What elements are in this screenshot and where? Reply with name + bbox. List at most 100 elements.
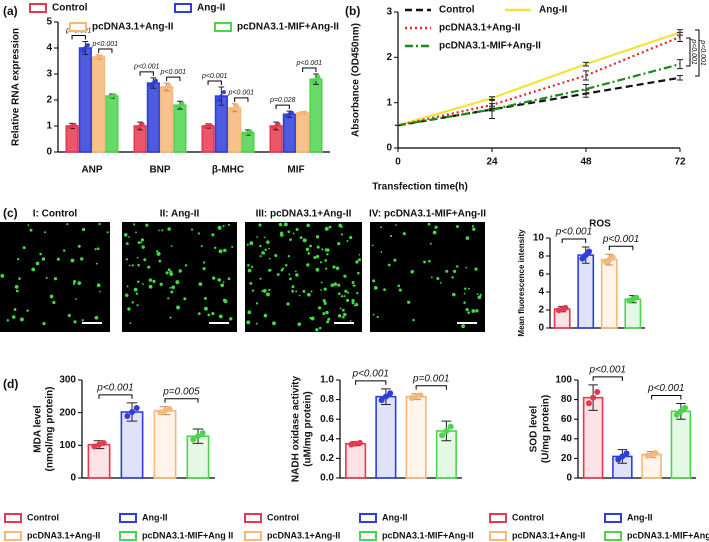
- cell: [17, 258, 20, 261]
- line: [397, 76, 681, 127]
- y-axis-label: (nmol/mg protein): [45, 387, 56, 472]
- cell: [356, 292, 359, 295]
- cell: [410, 270, 414, 274]
- cell: [169, 286, 172, 289]
- cell: [11, 315, 16, 319]
- point: [439, 432, 446, 439]
- cell: [339, 307, 342, 310]
- cell: [207, 313, 211, 317]
- y-axis-label: Absorbance (OD450nm): [351, 23, 362, 137]
- cell: [255, 322, 258, 325]
- bar: [600, 258, 618, 329]
- cell: [175, 280, 180, 285]
- point: [112, 93, 117, 98]
- point: [313, 77, 318, 82]
- point: [167, 83, 172, 88]
- micrograph-label: II: Ang-II: [160, 209, 200, 220]
- bar: [146, 82, 160, 153]
- legend-swatch: [604, 513, 622, 523]
- cell: [247, 263, 250, 267]
- point: [208, 123, 213, 128]
- y-tick-label: 0.6: [320, 414, 334, 425]
- error-bar: [677, 74, 683, 81]
- y-tick-label: 4: [538, 287, 544, 298]
- cell: [19, 317, 24, 322]
- p-value: p<0.001: [589, 365, 626, 376]
- cell: [328, 225, 332, 229]
- legend-swatch: [119, 531, 137, 541]
- legend-swatch: [4, 513, 22, 523]
- panel-label: (a): [3, 4, 18, 18]
- point: [652, 450, 659, 457]
- y-tick-label: 0: [566, 473, 572, 484]
- point: [562, 304, 569, 311]
- bracket: [98, 394, 133, 399]
- cell: [191, 228, 194, 231]
- y-tick-label: 2: [538, 305, 544, 316]
- cell: [315, 328, 319, 332]
- cell: [220, 283, 224, 288]
- cell: [156, 251, 161, 256]
- cell: [337, 314, 342, 318]
- legend-label: Control: [27, 512, 59, 522]
- y-tick-label: 60: [561, 414, 573, 425]
- error-bar: [489, 107, 495, 112]
- cell: [268, 288, 271, 292]
- cell: [295, 270, 297, 273]
- cell: [341, 308, 345, 312]
- bar: [87, 443, 111, 479]
- cell: [231, 245, 234, 248]
- bar: [120, 411, 144, 479]
- bar: [78, 47, 92, 153]
- cell: [322, 299, 326, 303]
- legend-label: pcDNA3.1-MIF+Ang: [627, 530, 709, 540]
- cell: [389, 234, 393, 238]
- y-tick-label: 3: [46, 69, 52, 80]
- cell: [270, 269, 272, 271]
- cell: [343, 274, 347, 278]
- cell: [464, 287, 467, 291]
- micrograph: [0, 222, 110, 332]
- cell: [323, 287, 327, 291]
- cell: [167, 297, 170, 300]
- cell: [128, 236, 130, 238]
- y-tick-label: 100: [59, 440, 76, 451]
- cell: [158, 259, 162, 263]
- cell: [283, 222, 288, 227]
- cell: [143, 258, 147, 262]
- cell: [197, 312, 201, 316]
- cell: [145, 223, 149, 227]
- point: [133, 404, 140, 411]
- y-axis-label: Mean fluorescence intensity: [517, 229, 526, 337]
- legend-label: Ang-II: [197, 3, 226, 14]
- point: [180, 101, 185, 106]
- y-axis-label: NADH oxidase activity: [291, 375, 302, 482]
- y-tick-label: 0: [46, 147, 52, 158]
- cell: [98, 290, 101, 293]
- point: [623, 450, 630, 457]
- cell: [376, 315, 379, 319]
- point: [276, 122, 281, 127]
- point: [303, 110, 308, 115]
- point: [72, 122, 77, 127]
- y-tick-label: 0: [70, 473, 76, 484]
- legend-label: Control: [439, 5, 475, 16]
- bracket: [592, 376, 623, 381]
- point: [80, 48, 85, 53]
- cell: [123, 233, 128, 237]
- cell: [268, 257, 271, 260]
- y-axis-label: SOD level: [529, 405, 540, 452]
- point: [99, 54, 104, 59]
- cell: [136, 256, 139, 259]
- cell: [344, 289, 348, 293]
- cell: [298, 294, 301, 297]
- cell: [125, 293, 129, 297]
- cell: [135, 231, 137, 234]
- cell: [148, 284, 153, 289]
- y-tick-label: 3: [386, 7, 392, 18]
- legend-swatch: [604, 531, 622, 541]
- cell: [463, 292, 466, 295]
- cell: [303, 238, 307, 242]
- cell: [66, 223, 69, 226]
- cell: [203, 296, 207, 300]
